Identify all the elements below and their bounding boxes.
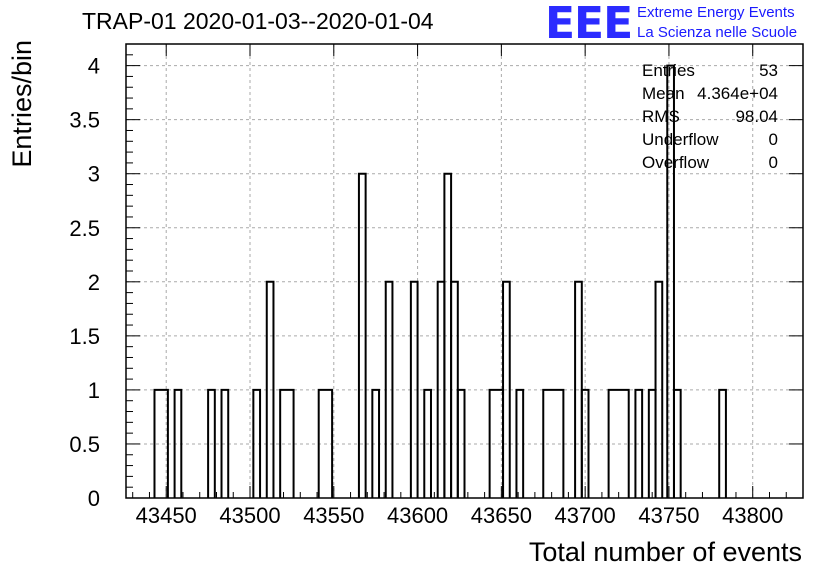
- chart-title: TRAP-01 2020-01-03--2020-01-04: [82, 8, 434, 34]
- histogram-bin: [279, 388, 295, 498]
- x-tick-label: 43800: [722, 503, 783, 528]
- histogram-bin: [207, 388, 216, 498]
- stats-label: Mean: [642, 84, 685, 103]
- histogram-bin: [654, 280, 664, 498]
- histogram-bin: [456, 388, 466, 498]
- histogram-bin: [607, 388, 630, 498]
- y-tick-label: 2.5: [69, 216, 100, 241]
- stats-label: RMS: [642, 107, 680, 126]
- histogram-bin: [371, 388, 381, 498]
- stats-label: Entries: [642, 61, 695, 80]
- x-tick-label: 43550: [303, 503, 364, 528]
- x-axis-title: Total number of events: [529, 537, 802, 567]
- y-axis-ticks: 0 0.5 1 1.5 2 2.5 3 3.5 4: [69, 54, 803, 511]
- stats-value: 53: [759, 61, 778, 80]
- stats-value: 0: [769, 130, 778, 149]
- x-tick-label: 43700: [555, 503, 616, 528]
- stats-label: Overflow: [642, 153, 710, 172]
- stats-label: Underflow: [642, 130, 719, 149]
- y-tick-label: 2: [88, 270, 100, 295]
- histogram-bin: [542, 388, 565, 498]
- logo-text-line1: Extreme Energy Events: [637, 4, 795, 21]
- histogram-bin: [423, 388, 432, 498]
- histogram-bin: [409, 280, 419, 498]
- histogram-bars: [153, 64, 727, 498]
- histogram-bin: [153, 388, 169, 498]
- stats-box: Entries 53 Mean 4.364e+04 RMS 98.04 Underflow 0…: [642, 61, 778, 172]
- histogram-bin: [502, 280, 511, 498]
- y-tick-label: 4: [88, 54, 100, 79]
- x-tick-label: 43500: [219, 503, 280, 528]
- y-tick-label: 1.5: [69, 324, 100, 349]
- x-tick-label: 43450: [136, 503, 197, 528]
- histogram-bin: [672, 388, 682, 498]
- histogram-bin: [265, 280, 275, 498]
- x-tick-label: 43600: [387, 503, 448, 528]
- x-tick-label: 43750: [638, 503, 699, 528]
- histogram-bin: [384, 280, 394, 498]
- logo-letters: EEE: [545, 0, 633, 49]
- y-axis-title: Entries/bin: [7, 40, 37, 168]
- histogram-bin: [220, 388, 230, 498]
- histogram-bin: [357, 172, 367, 498]
- histogram-bin: [666, 64, 675, 498]
- histogram-bin: [515, 388, 525, 498]
- stats-value: 0: [769, 153, 778, 172]
- logo-text-line2: La Scienza nelle Scuole: [637, 24, 798, 41]
- y-tick-label: 3: [88, 162, 100, 187]
- histogram-bin: [580, 388, 590, 498]
- y-tick-label: 0: [88, 486, 100, 511]
- eee-logo: EEE Extreme Energy Events La Scienza nel…: [545, 0, 833, 49]
- histogram-bin: [718, 388, 727, 498]
- stats-value: 4.364e+04: [697, 84, 778, 103]
- histogram-bin: [252, 388, 262, 498]
- x-axis-ticks: 43450 43500 43550 43600 43650 43700 43750 43800: [132, 44, 804, 528]
- y-tick-label: 0.5: [69, 432, 100, 457]
- histogram-bin: [634, 388, 644, 498]
- x-tick-label: 43650: [471, 503, 532, 528]
- stats-value: 98.04: [735, 107, 778, 126]
- histogram-bin: [173, 388, 183, 498]
- y-tick-label: 1: [88, 378, 100, 403]
- histogram-bin: [317, 388, 334, 498]
- y-tick-label: 3.5: [69, 108, 100, 133]
